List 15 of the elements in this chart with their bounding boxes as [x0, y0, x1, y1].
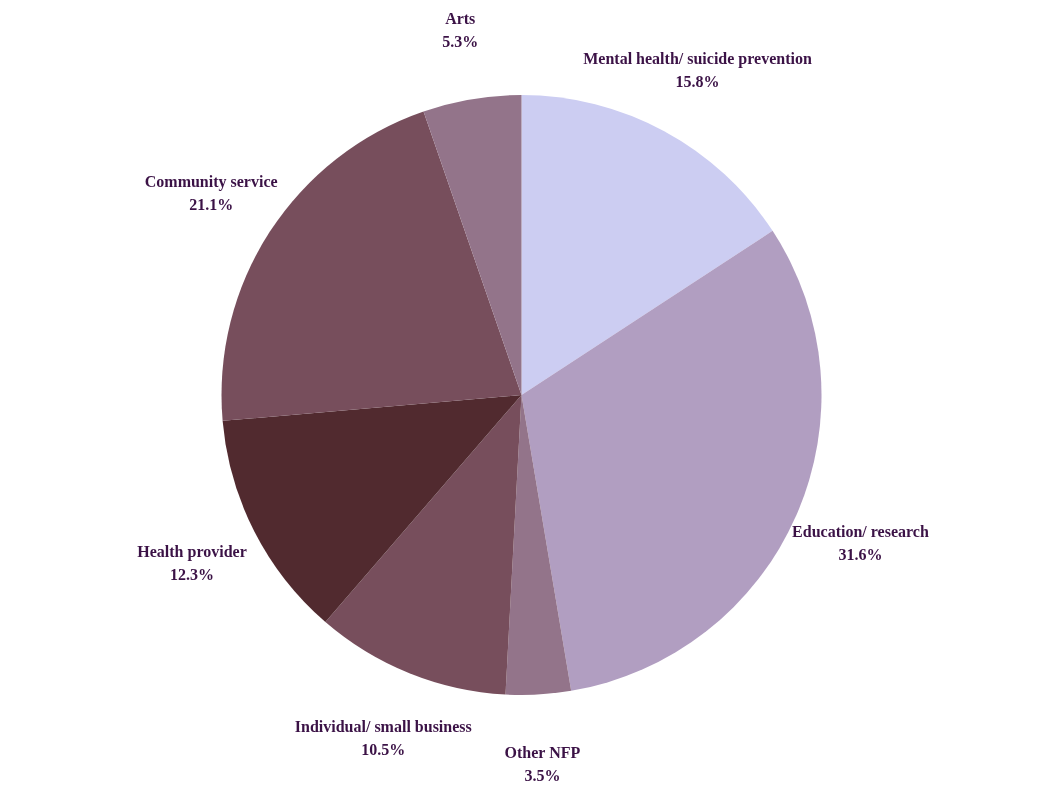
data-label: 15.8% — [675, 72, 720, 90]
data-label: 10.5% — [361, 741, 406, 759]
slice-label: Education/ research — [792, 523, 929, 541]
slice-label: Arts — [445, 10, 476, 28]
data-label: 21.1% — [189, 196, 234, 214]
slice-label: Mental health/ suicide prevention — [583, 49, 812, 68]
data-label: 5.3% — [442, 33, 479, 51]
slice-label: Individual/ small business — [294, 718, 472, 736]
data-label: 12.3% — [170, 566, 215, 584]
data-label: 31.6% — [838, 546, 883, 564]
slice-label: Community service — [144, 173, 278, 192]
pie-slice — [521, 95, 773, 395]
slice-label: Health provider — [137, 543, 247, 562]
data-label: 3.5% — [524, 767, 561, 785]
slice-label: Other NFP — [504, 744, 581, 762]
